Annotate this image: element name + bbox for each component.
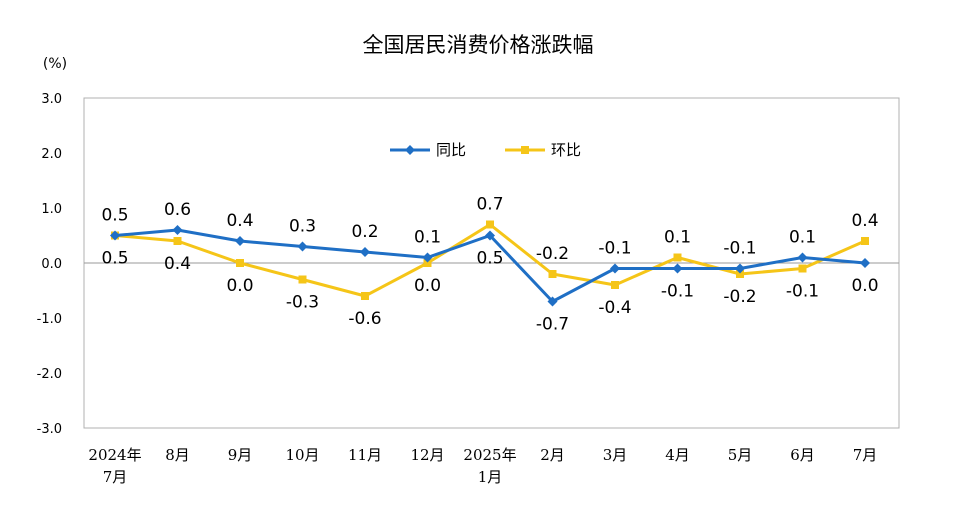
yoy-data-label: 0.5: [101, 206, 128, 226]
yoy-data-label: 0.6: [164, 200, 191, 220]
yoy-point: [610, 263, 620, 274]
mom-point: [798, 264, 807, 273]
yoy-data-label: 0.0: [851, 276, 878, 296]
y-tick-label: -3.0: [37, 422, 62, 437]
data-labels-layer: 0.5 0.6 0.4 0.3 0.2 0.1 0.5 -0.7 -0.1 -0.1 -0.1 0.1…: [101, 195, 878, 335]
yoy-point: [297, 241, 308, 252]
yoy-point: [860, 258, 870, 268]
yoy-point: [735, 263, 745, 274]
y-tick-label: 2.0: [41, 147, 62, 162]
y-tick-label: 0.0: [41, 257, 62, 272]
yoy-data-label: 0.1: [789, 228, 816, 248]
x-tick-label: 3月: [603, 446, 628, 464]
mom-data-label: -0.2: [723, 287, 756, 307]
yoy-point: [547, 296, 558, 307]
x-tick-label: 10月: [285, 446, 319, 464]
y-tick-label: 1.0: [41, 202, 62, 217]
legend-marker-yoy: [405, 145, 415, 155]
x-tick-label: 9月: [228, 446, 253, 464]
yoy-data-label: 0.5: [476, 249, 503, 269]
legend-label-yoy: 同比: [436, 141, 466, 159]
mom-point: [861, 237, 869, 245]
y-tick-label: 3.0: [41, 92, 62, 107]
yoy-point: [422, 252, 433, 263]
x-tick-label: 11月: [348, 446, 382, 464]
yoy-point: [797, 252, 808, 263]
yoy-data-label: -0.7: [536, 315, 569, 335]
x-tick-label: 4月: [665, 446, 690, 464]
yoy-data-label: -0.1: [723, 239, 756, 259]
yoy-point: [485, 230, 495, 241]
yoy-point: [110, 230, 120, 241]
yoy-point: [235, 236, 245, 246]
yoy-point: [172, 225, 183, 235]
x-tick-label: 5月: [728, 446, 753, 464]
mom-data-label: -0.3: [286, 293, 319, 313]
yoy-point: [360, 247, 370, 257]
chart-title: 全国居民消费价格涨跌幅: [363, 33, 594, 57]
yoy-data-label: -0.1: [661, 282, 694, 302]
mom-data-label: 0.0: [414, 276, 441, 296]
legend-label-mom: 环比: [551, 141, 581, 159]
mom-point: [548, 270, 557, 278]
y-tick-label: -1.0: [37, 312, 62, 327]
yoy-data-label: 0.3: [289, 217, 316, 237]
mom-point: [298, 275, 307, 284]
mom-point: [486, 220, 494, 229]
mom-point: [173, 237, 182, 245]
x-axis-ticks: 2024年 7月 8月 9月 10月 11月 12月 2025年 1月 2月 3月 4月 5月 6月 7月: [88, 446, 877, 486]
yoy-point: [672, 263, 683, 274]
mom-data-label: -0.1: [786, 282, 819, 302]
mom-data-label: -0.2: [536, 244, 569, 264]
mom-data-label: -0.6: [348, 309, 381, 329]
mom-point: [673, 253, 682, 262]
mom-data-label: 0.0: [226, 276, 253, 296]
y-axis-ticks: 3.0 2.0 1.0 0.0 -1.0 -2.0 -3.0: [37, 92, 62, 437]
x-tick-label: 7月: [853, 446, 878, 464]
mom-point: [423, 259, 432, 267]
mom-data-label: 0.1: [664, 228, 691, 248]
x-tick-label: 1月: [478, 468, 503, 486]
yoy-data-label: 0.1: [414, 228, 441, 248]
y-axis-unit: (%): [43, 56, 67, 72]
mom-data-label: 0.7: [476, 195, 503, 215]
mom-point: [236, 259, 244, 267]
series-layer: [110, 220, 870, 307]
x-tick-label: 12月: [410, 446, 444, 464]
mom-data-label: 0.4: [164, 254, 191, 274]
y-tick-label: -2.0: [37, 367, 62, 382]
x-tick-label: 7月: [103, 468, 128, 486]
mom-point: [736, 270, 744, 278]
x-tick-label: 2025年: [463, 446, 516, 464]
yoy-data-label: 0.4: [226, 211, 253, 231]
x-tick-label: 8月: [165, 446, 190, 464]
mom-data-label: 0.5: [101, 249, 128, 269]
mom-point: [361, 292, 369, 300]
yoy-data-label: -0.1: [598, 239, 631, 259]
yoy-data-label: 0.2: [351, 222, 378, 242]
mom-data-label: -0.4: [598, 298, 631, 318]
x-tick-label: 2月: [540, 446, 565, 464]
mom-data-label: 0.4: [851, 211, 878, 231]
legend-marker-mom: [521, 146, 529, 154]
mom-point: [611, 281, 619, 289]
x-tick-label: 2024年: [88, 446, 141, 464]
x-tick-label: 6月: [790, 446, 815, 464]
legend: 同比 环比: [390, 141, 581, 159]
